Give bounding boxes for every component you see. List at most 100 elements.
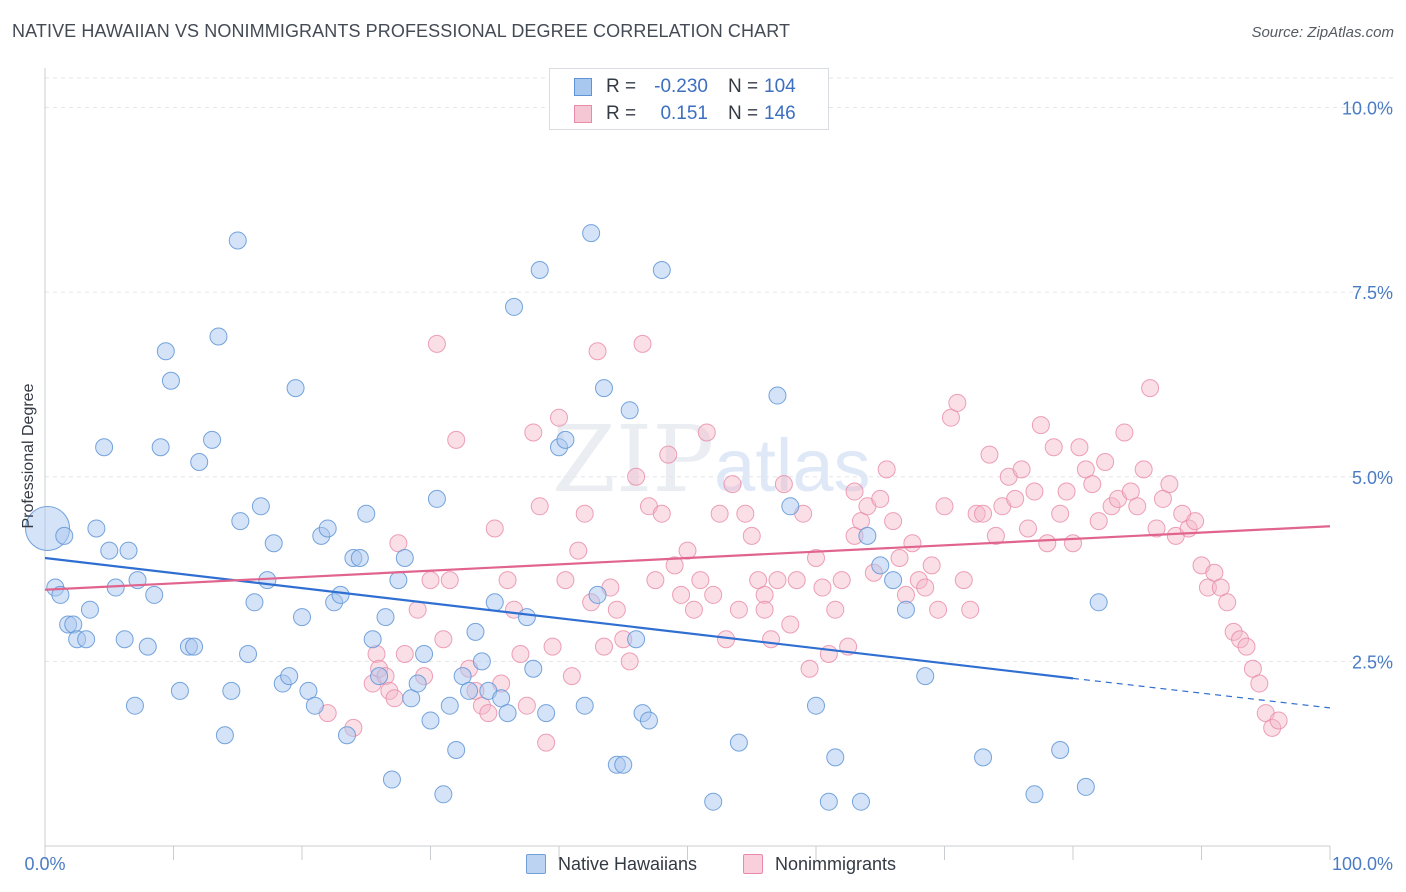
nonimmigrants-point xyxy=(1115,423,1134,442)
native-hawaiians-point xyxy=(80,600,99,619)
legend-r-value: 0.151 xyxy=(660,103,708,124)
legend-row-nonimmigrants: R = 0.151 N = 146 xyxy=(574,101,796,127)
native-hawaiians-point xyxy=(245,593,264,612)
native-hawaiians-point xyxy=(331,585,350,604)
native-hawaiians-point xyxy=(434,785,453,804)
watermark-zip: ZIP xyxy=(552,406,715,513)
nonimmigrants-point xyxy=(1134,460,1153,479)
nonimmigrants-point xyxy=(607,600,626,619)
nonimmigrants-point xyxy=(1031,416,1050,435)
native-hawaiians-point xyxy=(222,681,241,700)
native-hawaiians-trend-line xyxy=(44,556,1074,680)
native-hawaiians-point xyxy=(376,608,395,627)
nonimmigrants-point xyxy=(550,408,568,427)
legend-label-native-hawaiians: Native Hawaiians xyxy=(558,853,698,874)
chart-title: NATIVE HAWAIIAN VS NONIMMIGRANTS PROFESS… xyxy=(12,21,791,41)
nonimmigrants-point xyxy=(511,645,530,663)
nonimmigrants-point xyxy=(871,489,890,508)
native-hawaiians-point xyxy=(807,696,825,715)
native-hawaiians-point xyxy=(447,741,466,759)
native-hawaiians-point xyxy=(594,379,613,398)
nonimmigrants-point xyxy=(524,423,543,442)
nonimmigrants-point xyxy=(447,430,466,449)
nonimmigrants-point xyxy=(1096,453,1115,471)
native-hawaiians-point xyxy=(100,541,119,560)
nonimmigrants-point xyxy=(909,571,928,590)
nonimmigrants-point xyxy=(768,571,787,590)
y-tick-label: 7.5% xyxy=(1352,283,1393,303)
y-tick-label: 10.0% xyxy=(1342,99,1393,119)
nonimmigrants-point xyxy=(691,571,710,590)
native-hawaiians-point xyxy=(556,430,575,449)
nonimmigrants-trend-line xyxy=(44,525,1331,591)
nonimmigrants-point xyxy=(1044,438,1063,457)
native-hawaiians-point xyxy=(251,497,270,516)
nonimmigrants-point xyxy=(646,571,665,590)
legend-swatch-pink xyxy=(574,105,592,123)
native-hawaiians-point xyxy=(460,681,479,700)
nonimmigrants-point xyxy=(678,541,697,560)
native-hawaiians-point xyxy=(826,748,845,767)
legend-label-nonimmigrants: Nonimmigrants xyxy=(775,853,897,874)
native-hawaiians-point xyxy=(185,637,204,656)
nonimmigrants-point xyxy=(787,571,806,590)
native-hawaiians-point xyxy=(264,534,283,553)
native-hawaiians-point xyxy=(1025,785,1044,804)
native-hawaiians-point xyxy=(318,519,337,538)
nonimmigrants-point xyxy=(1038,534,1057,553)
nonimmigrants-point xyxy=(1263,718,1282,737)
native-hawaiians-point xyxy=(363,630,382,649)
nonimmigrants-point xyxy=(1269,711,1288,730)
nonimmigrants-point xyxy=(903,534,922,553)
source-credit: Source: ZipAtlas.com xyxy=(1251,24,1394,41)
y-axis-label: Professional Degree xyxy=(20,383,37,528)
grid-lines xyxy=(45,77,1395,662)
native-hawaiians-point xyxy=(115,630,134,649)
native-hawaiians-point xyxy=(524,659,543,678)
nonimmigrants-point xyxy=(1070,438,1089,457)
native-hawaiians-point xyxy=(395,549,414,567)
native-hawaiians-point xyxy=(1076,777,1095,796)
native-hawaiians-point xyxy=(215,726,234,745)
x-tick-label: 0.0% xyxy=(24,854,65,874)
native-hawaiians-point xyxy=(415,645,434,663)
nonimmigrants-point xyxy=(1224,622,1243,641)
legend-n-label: N = xyxy=(728,103,759,124)
native-hawaiians-point xyxy=(408,674,427,693)
native-hawaiians-point xyxy=(819,792,838,811)
nonimmigrants-point xyxy=(755,585,774,604)
nonimmigrants-point xyxy=(742,526,761,545)
nonimmigrants-point xyxy=(395,645,414,663)
y-tick-label: 2.5% xyxy=(1352,652,1393,672)
legend-r-label: R = xyxy=(606,76,637,97)
nonimmigrants-point xyxy=(1218,593,1237,612)
correlation-legend: R = -0.230 N = 104 R = 0.151 N = 146 xyxy=(549,68,829,130)
native-hawaiians-point xyxy=(1051,741,1070,759)
native-hawaiians-point xyxy=(588,585,607,604)
native-hawaiians-point xyxy=(472,652,491,671)
nonimmigrants-point xyxy=(1025,482,1044,501)
legend-item-nonimmigrants[interactable]: Nonimmigrants xyxy=(743,851,896,877)
native-hawaiians-point xyxy=(190,453,209,471)
nonimmigrants-point xyxy=(537,733,556,752)
nonimmigrants-point xyxy=(1019,519,1038,538)
native-hawaiians-point xyxy=(337,726,356,745)
nonimmigrants-point xyxy=(530,497,549,516)
native-hawaiians-point xyxy=(575,696,594,715)
nonimmigrants-point xyxy=(633,334,652,353)
nonimmigrants-point xyxy=(427,334,446,353)
nonimmigrants-point xyxy=(1237,637,1256,656)
nonimmigrants-point xyxy=(961,600,980,619)
native-hawaiians-point xyxy=(427,489,446,508)
axes xyxy=(44,68,1331,860)
nonimmigrants-point xyxy=(929,600,948,619)
nonimmigrants-point xyxy=(800,659,819,678)
nonimmigrants-point xyxy=(421,571,440,590)
native-hawaiians-point xyxy=(974,748,993,767)
native-hawaiians-point xyxy=(389,571,408,590)
nonimmigrants-point xyxy=(627,467,646,486)
nonimmigrants-point xyxy=(479,704,498,723)
legend-item-native-hawaiians[interactable]: Native Hawaiians xyxy=(526,851,697,877)
native-hawaiians-point xyxy=(293,608,311,627)
nonimmigrants-point xyxy=(1012,460,1031,479)
